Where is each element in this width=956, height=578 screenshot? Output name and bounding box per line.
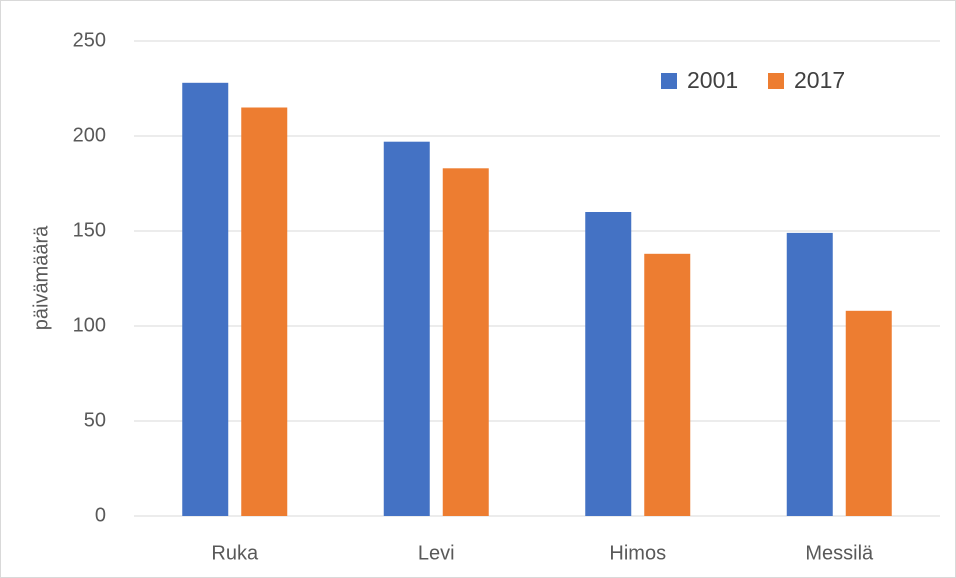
y-tick-label: 0 [95,504,106,526]
bar [182,82,229,517]
y-tick-label: 250 [73,29,106,51]
legend-label: 2017 [794,67,845,93]
x-tick-label: Ruka [211,542,259,564]
y-tick-label: 50 [84,409,106,431]
x-tick-label: Levi [418,542,455,564]
x-tick-label: Himos [609,542,666,564]
y-tick-label: 100 [73,314,106,336]
legend-label: 2001 [687,67,738,93]
y-tick-label: 200 [73,124,106,146]
bar [644,253,691,517]
y-tick-label: 150 [73,219,106,241]
legend-swatch [661,73,677,89]
y-axis-label: päivämäärä [30,225,52,330]
legend-swatch [768,73,784,89]
bar [845,310,892,516]
bar [585,212,632,516]
bar [442,168,489,517]
bar [241,107,288,516]
bar [786,232,833,516]
bar [383,141,430,516]
x-tick-label: Messilä [805,542,874,564]
